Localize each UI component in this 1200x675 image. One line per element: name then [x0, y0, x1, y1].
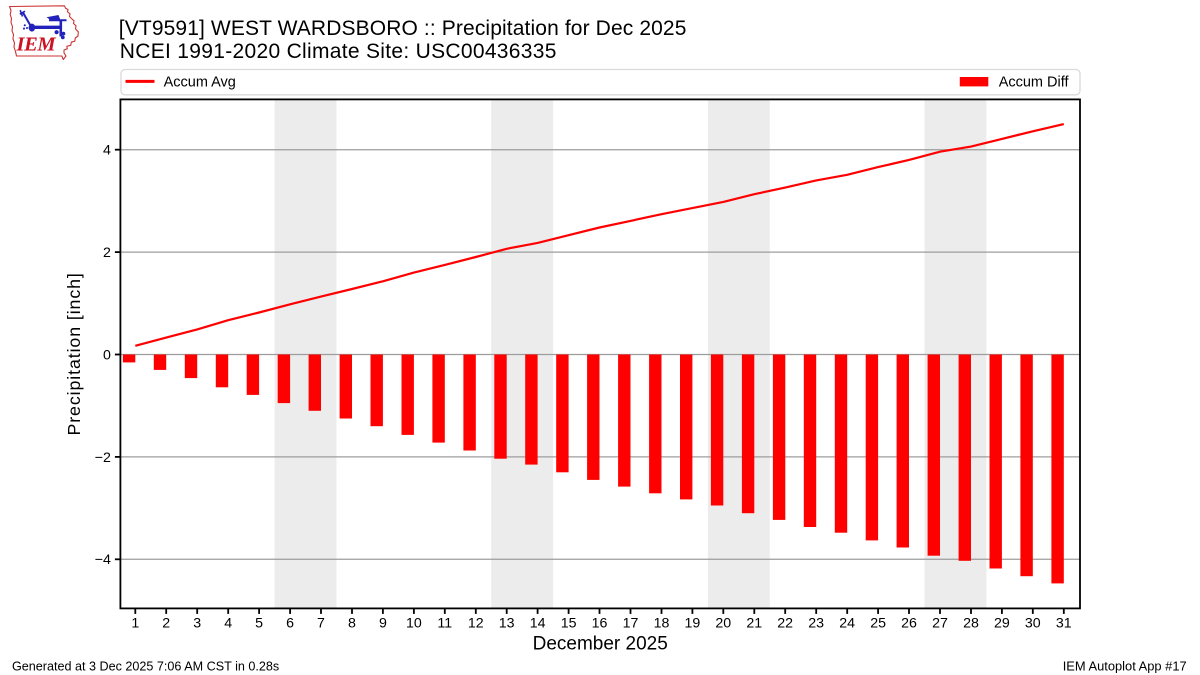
svg-text:2: 2 — [103, 245, 111, 261]
svg-text:17: 17 — [623, 616, 639, 632]
svg-text:18: 18 — [654, 616, 670, 632]
svg-text:31: 31 — [1056, 616, 1072, 632]
svg-text:5: 5 — [255, 616, 263, 632]
svg-text:29: 29 — [994, 616, 1010, 632]
svg-text:26: 26 — [901, 616, 917, 632]
svg-text:[VT9591] WEST WARDSBORO :: Pre: [VT9591] WEST WARDSBORO :: Precipitation… — [119, 17, 687, 40]
svg-text:4: 4 — [224, 616, 232, 632]
svg-text:23: 23 — [808, 616, 824, 632]
svg-text:3: 3 — [193, 616, 201, 632]
svg-text:1: 1 — [131, 616, 139, 632]
svg-text:0: 0 — [103, 347, 111, 363]
svg-text:20: 20 — [715, 616, 731, 632]
svg-text:21: 21 — [746, 616, 762, 632]
svg-text:4: 4 — [103, 143, 111, 159]
svg-text:NCEI 1991-2020 Climate Site: U: NCEI 1991-2020 Climate Site: USC00436335 — [120, 40, 557, 63]
svg-text:7: 7 — [317, 616, 325, 632]
svg-text:10: 10 — [406, 616, 422, 632]
svg-text:Precipitation [inch]: Precipitation [inch] — [64, 272, 84, 435]
svg-text:16: 16 — [592, 616, 608, 632]
svg-text:6: 6 — [286, 616, 294, 632]
svg-text:IEM: IEM — [16, 34, 57, 56]
svg-text:15: 15 — [561, 616, 577, 632]
svg-text:9: 9 — [379, 616, 387, 632]
svg-text:12: 12 — [468, 616, 484, 632]
svg-text:25: 25 — [870, 616, 886, 632]
svg-text:2: 2 — [162, 616, 170, 632]
svg-text:Accum Avg: Accum Avg — [164, 75, 236, 91]
svg-text:−2: −2 — [95, 450, 111, 466]
svg-text:IEM Autoplot App #17: IEM Autoplot App #17 — [1063, 658, 1187, 673]
svg-text:19: 19 — [685, 616, 701, 632]
svg-text:14: 14 — [530, 616, 546, 632]
svg-text:13: 13 — [499, 616, 515, 632]
svg-text:22: 22 — [777, 616, 793, 632]
svg-text:−4: −4 — [95, 552, 111, 568]
svg-text:11: 11 — [437, 616, 452, 632]
svg-text:December 2025: December 2025 — [533, 634, 668, 655]
svg-text:28: 28 — [963, 616, 979, 632]
svg-text:30: 30 — [1025, 616, 1041, 632]
svg-text:8: 8 — [348, 616, 356, 632]
svg-text:Generated at 3 Dec 2025 7:06 A: Generated at 3 Dec 2025 7:06 AM CST in 0… — [12, 659, 279, 673]
svg-text:24: 24 — [839, 616, 855, 632]
svg-text:Accum Diff: Accum Diff — [999, 75, 1070, 91]
svg-text:27: 27 — [932, 616, 948, 632]
